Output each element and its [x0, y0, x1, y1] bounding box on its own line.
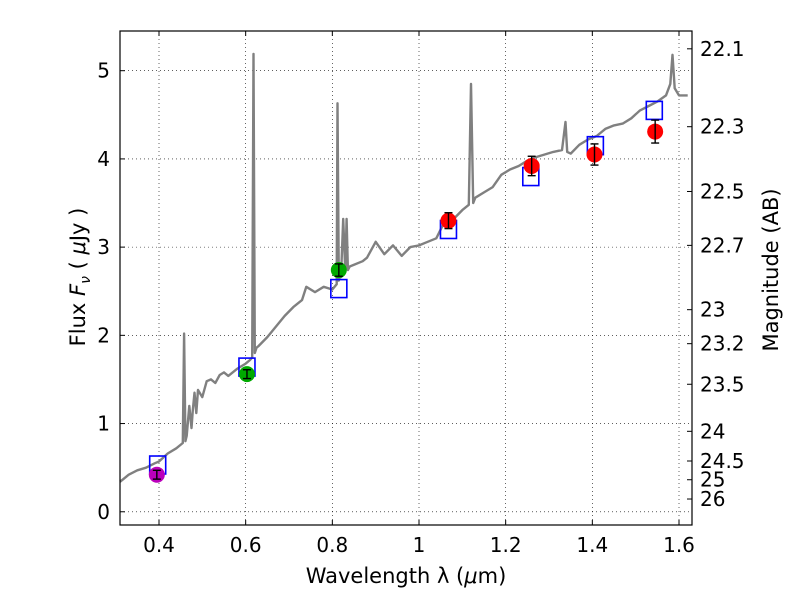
magnitude-tick-label: 23 — [700, 298, 725, 322]
model-spectrum-line — [119, 52, 688, 483]
ticks: 0.4 0.6 0.8 1 1.2 1.4 1.601234522.122.322.522.… — [97, 31, 745, 557]
y-tick-label: 2 — [97, 323, 110, 347]
model-photometry-square — [330, 278, 348, 299]
magnitude-tick-label: 22.3 — [700, 115, 745, 139]
magnitude-tick-label: 22.1 — [700, 37, 745, 61]
magnitude-tick-label: 22.5 — [700, 179, 745, 203]
magnitude-tick-label: 24 — [700, 419, 725, 443]
y-axis-label: Flux Fν ( μJy ) — [66, 208, 94, 347]
magnitude-tick-label: 23.5 — [700, 372, 745, 396]
y-tick-label: 5 — [97, 59, 110, 83]
magnitude-tick-label: 26 — [700, 487, 725, 511]
x-axis-label: Wavelength λ (μm) — [306, 564, 507, 588]
x-tick-label: 1.6 — [663, 533, 695, 557]
y-tick-label: 3 — [97, 235, 110, 259]
model-photometry-square — [645, 100, 664, 121]
x-tick-label: 0.8 — [316, 533, 348, 557]
x-tick-label: 0.6 — [230, 533, 262, 557]
plot-frame — [119, 30, 693, 526]
magnitude-tick-label: 22.7 — [700, 233, 745, 257]
y-tick-label: 4 — [97, 147, 110, 171]
spectrum-layer — [119, 52, 688, 483]
magnitude-tick-label: 25 — [700, 468, 725, 492]
x-tick-label: 0.4 — [143, 533, 175, 557]
magnitude-tick-label: 24.5 — [700, 449, 745, 473]
grid — [120, 31, 692, 525]
magnitude-tick-label: 23.2 — [700, 332, 745, 356]
magnitude-axis-label: Magnitude (AB) — [759, 188, 783, 351]
x-tick-label: 1.4 — [576, 533, 608, 557]
markers-layer — [148, 100, 664, 483]
x-tick-label: 1.2 — [490, 533, 522, 557]
x-tick-label: 1 — [413, 533, 426, 557]
y-tick-label: 1 — [97, 412, 110, 436]
y-tick-label: 0 — [97, 500, 110, 524]
